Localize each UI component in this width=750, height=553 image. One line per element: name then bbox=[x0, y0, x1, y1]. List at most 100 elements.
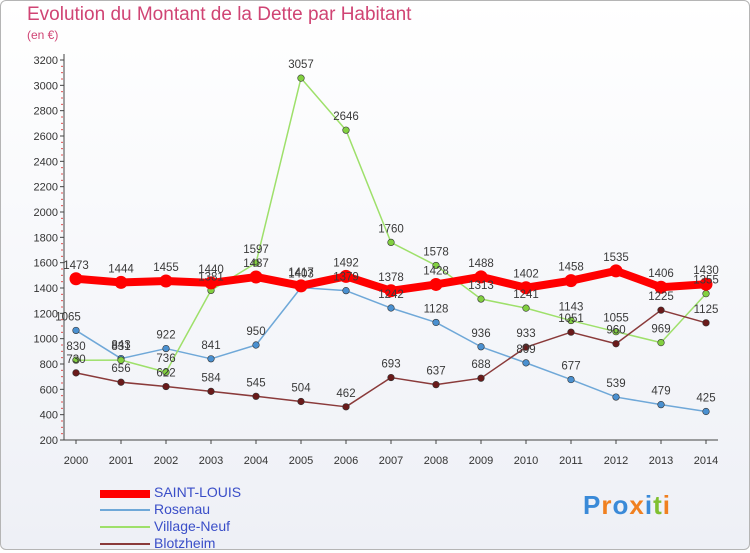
data-label: 1492 bbox=[333, 257, 359, 269]
x-tick-label: 2002 bbox=[154, 455, 178, 467]
data-point bbox=[567, 375, 575, 384]
data-point bbox=[342, 403, 350, 411]
data-label: 677 bbox=[561, 361, 580, 373]
data-label: 462 bbox=[336, 388, 355, 400]
data-point bbox=[519, 281, 533, 295]
x-tick-label: 2007 bbox=[379, 455, 403, 467]
x-tick-label: 2001 bbox=[109, 455, 133, 467]
data-label: 960 bbox=[606, 325, 625, 337]
data-label: 1402 bbox=[513, 269, 539, 281]
data-label: 969 bbox=[651, 324, 670, 336]
data-point bbox=[657, 401, 665, 409]
data-point bbox=[612, 393, 620, 401]
data-point bbox=[702, 407, 710, 416]
data-point bbox=[699, 277, 713, 291]
data-label: 1379 bbox=[333, 272, 359, 284]
data-label: 1241 bbox=[513, 289, 539, 301]
data-point bbox=[339, 269, 353, 283]
data-label: 830 bbox=[66, 341, 85, 353]
data-label: 1535 bbox=[603, 252, 629, 264]
data-label: 1488 bbox=[468, 258, 494, 270]
x-tick-label: 2009 bbox=[469, 455, 493, 467]
y-tick-label: 3200 bbox=[34, 55, 58, 67]
data-point bbox=[207, 387, 215, 395]
data-label: 843 bbox=[111, 340, 130, 352]
data-point bbox=[432, 261, 440, 270]
data-label: 1381 bbox=[198, 271, 224, 283]
y-tick-label: 200 bbox=[40, 435, 58, 447]
data-point bbox=[162, 382, 170, 391]
data-label: 950 bbox=[246, 326, 265, 338]
x-tick-label: 2012 bbox=[604, 455, 628, 467]
x-tick-label: 2000 bbox=[64, 455, 88, 467]
x-tick-label: 2003 bbox=[199, 455, 223, 467]
data-point bbox=[384, 284, 398, 298]
data-label: 622 bbox=[156, 368, 175, 380]
y-tick-label: 1600 bbox=[34, 258, 58, 270]
logo-letter: i bbox=[644, 490, 654, 520]
data-point bbox=[612, 340, 620, 348]
legend: SAINT-LOUIS Rosenau Village-Neuf Blotzhe… bbox=[100, 485, 320, 553]
legend-item-blotzheim: Blotzheim bbox=[100, 536, 320, 553]
legend-item-rosenau: Rosenau bbox=[100, 502, 320, 519]
data-point bbox=[252, 341, 260, 349]
data-point bbox=[297, 397, 305, 406]
data-label: 1125 bbox=[694, 304, 719, 316]
data-label: 539 bbox=[606, 378, 625, 390]
data-label: 1242 bbox=[378, 289, 404, 301]
data-point bbox=[159, 274, 173, 288]
data-point bbox=[387, 238, 395, 246]
data-point bbox=[432, 381, 440, 389]
data-label: 1143 bbox=[559, 302, 584, 314]
data-label: 736 bbox=[156, 353, 175, 365]
data-point bbox=[297, 74, 305, 82]
data-label: 730 bbox=[66, 354, 85, 366]
logo-letter: o bbox=[612, 490, 630, 520]
data-point bbox=[522, 304, 530, 312]
data-label: 1378 bbox=[378, 272, 404, 284]
data-point bbox=[654, 280, 668, 294]
x-tick-label: 2011 bbox=[559, 455, 583, 467]
data-label: 1406 bbox=[648, 268, 674, 280]
data-label: 1417 bbox=[288, 267, 314, 279]
data-point bbox=[657, 338, 665, 347]
data-label: 1444 bbox=[108, 263, 134, 275]
data-point bbox=[162, 344, 170, 353]
x-tick-label: 2008 bbox=[424, 455, 448, 467]
data-label: 841 bbox=[201, 340, 220, 352]
data-label: 1428 bbox=[423, 265, 449, 277]
data-label: 1597 bbox=[243, 244, 269, 256]
data-point bbox=[564, 274, 578, 288]
data-point bbox=[474, 270, 488, 284]
data-point bbox=[342, 287, 350, 295]
logo-letter: x bbox=[629, 490, 645, 520]
data-label: 1760 bbox=[378, 223, 404, 235]
x-tick-label: 2014 bbox=[694, 455, 718, 467]
data-label: 656 bbox=[111, 363, 130, 375]
data-label: 1055 bbox=[603, 313, 629, 325]
data-point bbox=[69, 272, 83, 286]
x-tick-label: 2006 bbox=[334, 455, 358, 467]
data-label: 1051 bbox=[558, 313, 584, 325]
data-label: 809 bbox=[516, 344, 535, 356]
data-point bbox=[249, 270, 263, 284]
data-point bbox=[432, 318, 440, 327]
data-point bbox=[657, 306, 665, 314]
data-point bbox=[342, 126, 350, 134]
data-label: 1578 bbox=[423, 246, 449, 258]
data-label: 584 bbox=[201, 372, 221, 384]
y-tick-label: 2400 bbox=[34, 156, 58, 168]
legend-item-village-neuf: Village-Neuf bbox=[100, 519, 320, 536]
data-point bbox=[702, 290, 710, 298]
data-label: 1355 bbox=[693, 275, 719, 287]
data-point bbox=[114, 275, 128, 289]
data-point bbox=[252, 259, 260, 267]
data-point bbox=[477, 295, 485, 303]
data-label: 1225 bbox=[648, 291, 674, 303]
data-label: 637 bbox=[426, 366, 445, 378]
data-label: 1473 bbox=[63, 260, 89, 272]
legend-label: Blotzheim bbox=[154, 535, 216, 551]
data-label: 1065 bbox=[55, 311, 81, 323]
unit-label: (en €) bbox=[27, 28, 59, 42]
